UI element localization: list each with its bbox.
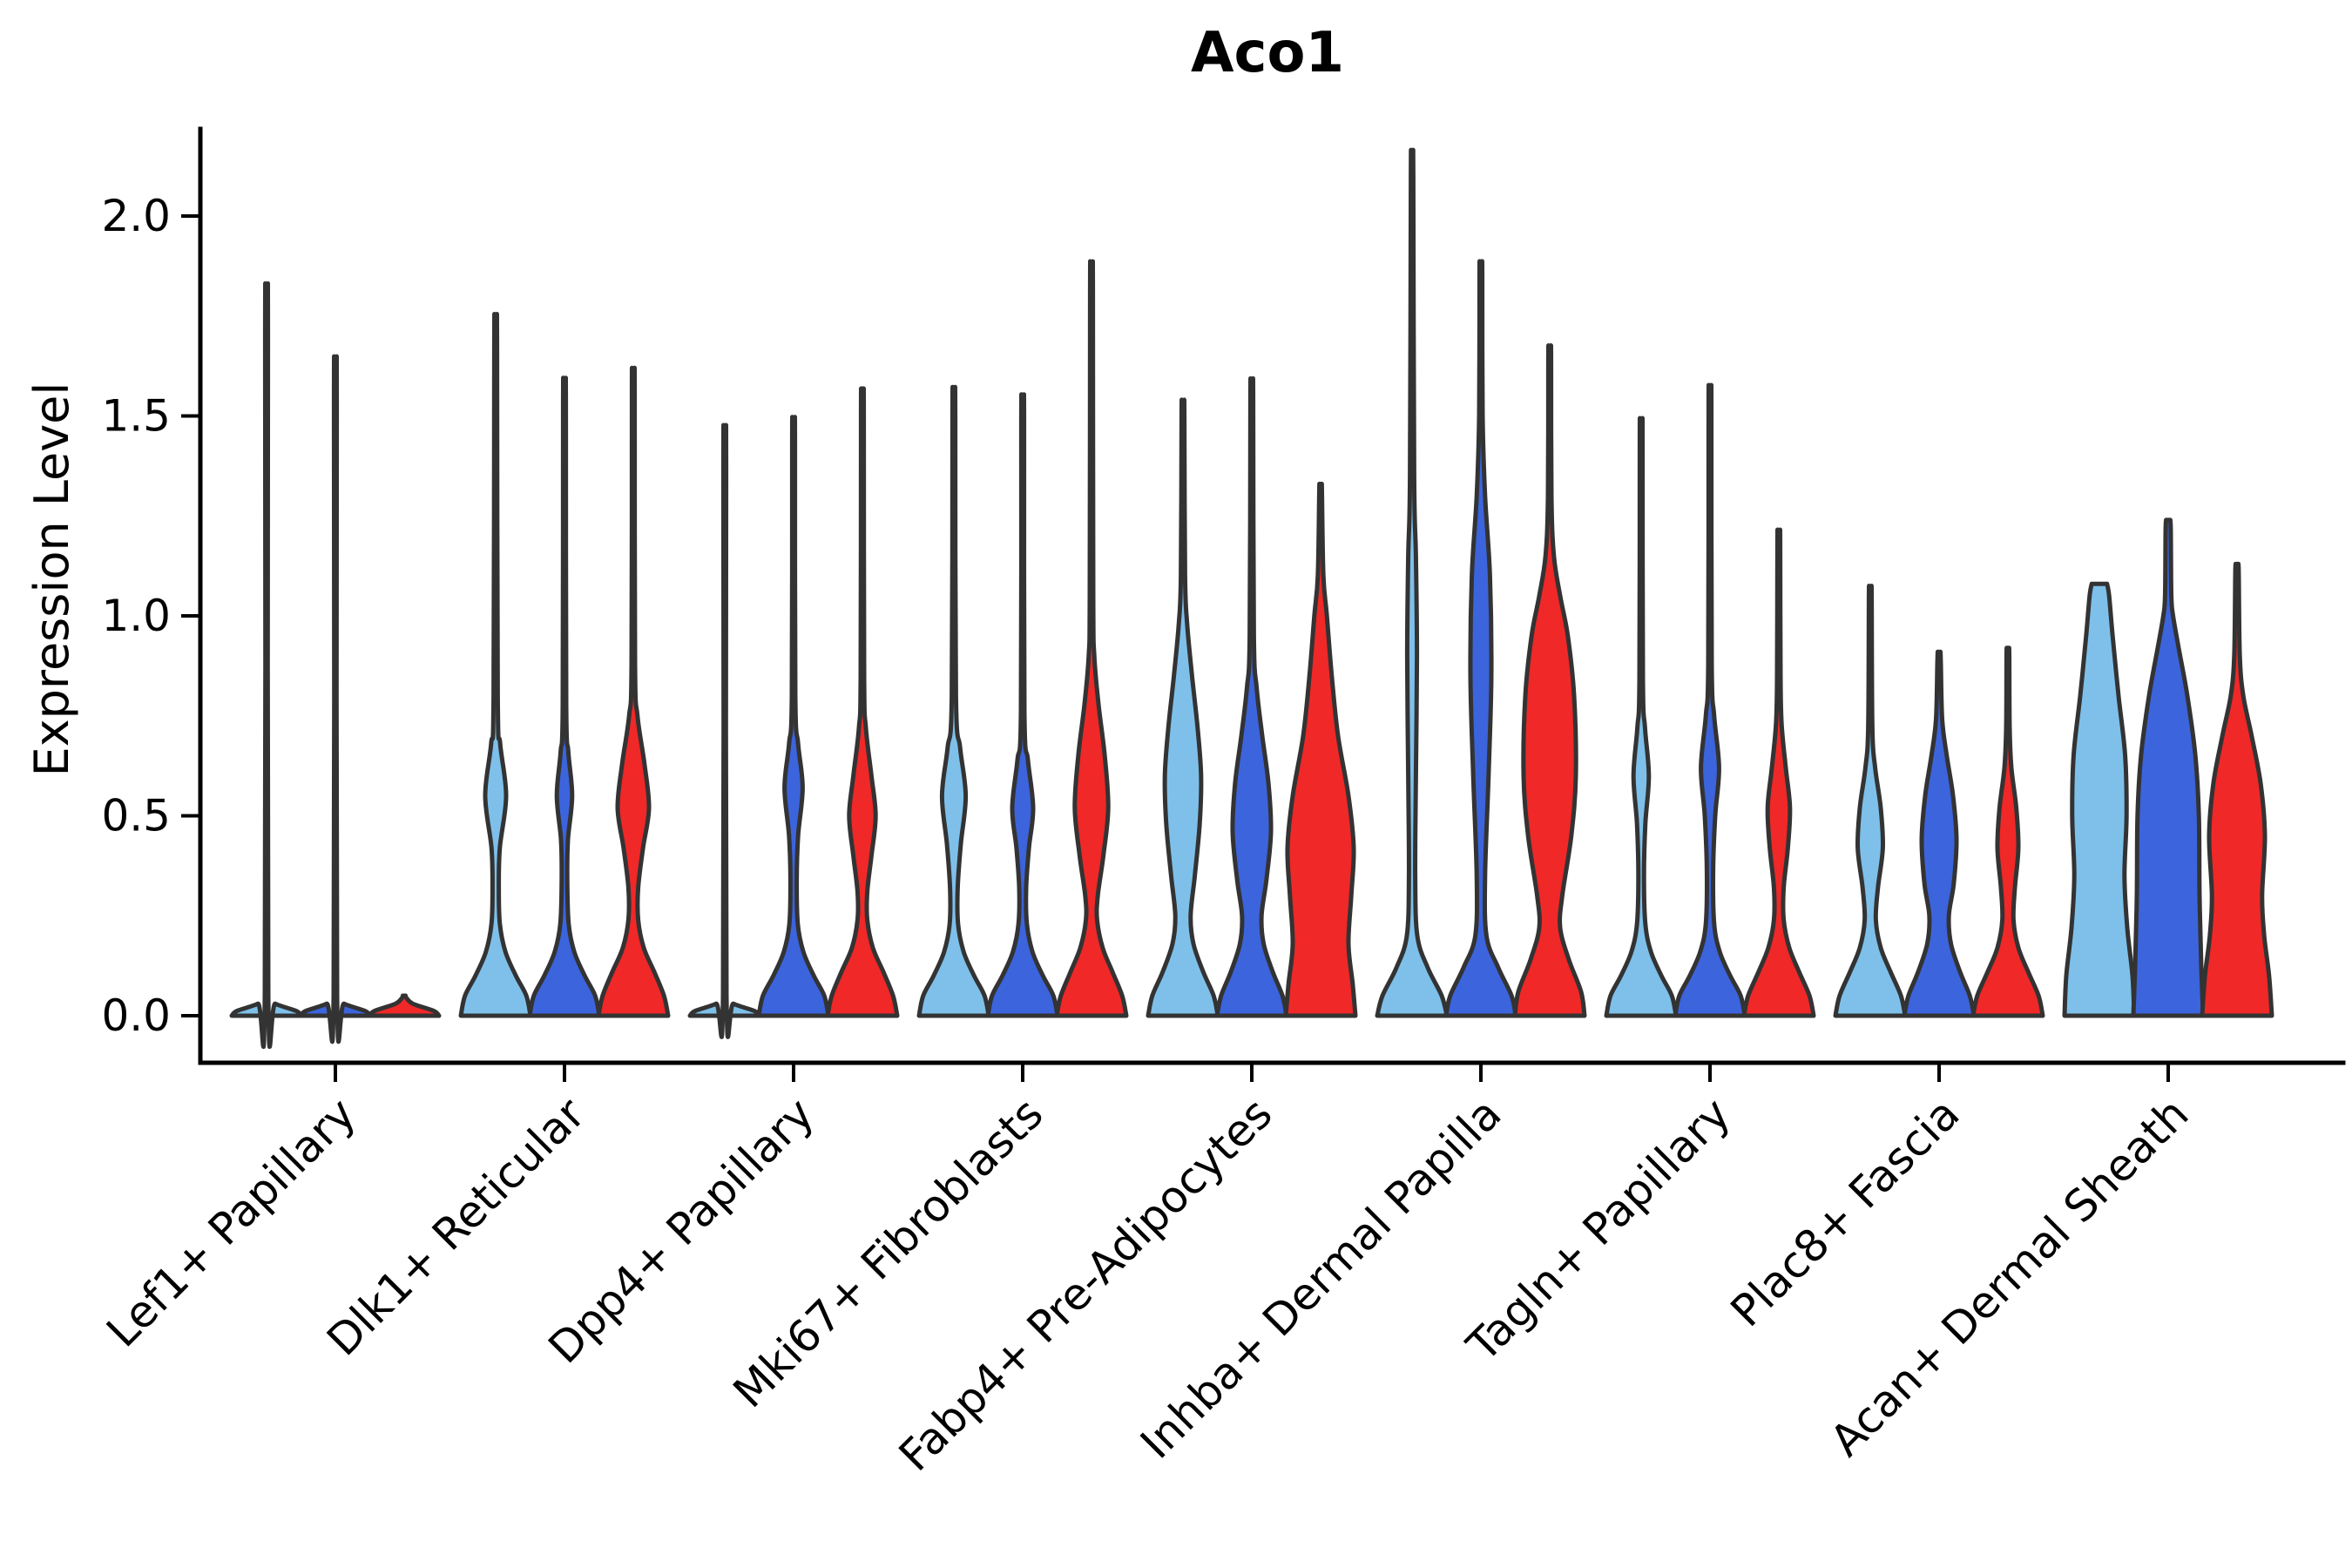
y-tick-label: 2.0 (101, 191, 171, 241)
violin-lef1-papillary-royalblue (298, 354, 373, 1044)
violin-dlk1-reticular-skyblue (458, 312, 533, 1018)
violin-inhba-dermal-papilla-skyblue (1375, 147, 1450, 1018)
violin-acan-dermal-sheath-royalblue (2131, 517, 2206, 1018)
violin-tagln-papillary-red (1741, 527, 1816, 1018)
y-tick-label: 0.5 (101, 791, 171, 841)
violin-fabp4-pre-adipocytes-red (1283, 482, 1358, 1018)
violin-mki67-fibroblasts-red (1054, 259, 1129, 1018)
violin-acan-dermal-sheath-skyblue (2062, 581, 2137, 1018)
y-tick-label: 0.0 (101, 990, 171, 1041)
violin-fabp4-pre-adipocytes-skyblue (1146, 397, 1220, 1018)
y-tick-label: 1.5 (101, 391, 171, 442)
violin-fabp4-pre-adipocytes-royalblue (1214, 375, 1289, 1018)
violin-plac8-fascia-red (1970, 645, 2045, 1018)
violin-dlk1-reticular-royalblue (527, 375, 602, 1018)
violin-tagln-papillary-skyblue (1604, 416, 1679, 1018)
x-tick-label: Plac8+ Fascia (1721, 1088, 1970, 1336)
violin-tagln-papillary-royalblue (1673, 382, 1747, 1018)
violin-dlk1-reticular-red (596, 365, 671, 1018)
x-tick-label: Lef1+ Papillary (97, 1088, 365, 1356)
violin-mki67-fibroblasts-skyblue (916, 384, 991, 1018)
violin-plac8-fascia-skyblue (1833, 584, 1908, 1018)
violin-lef1-papillary-skyblue (229, 280, 304, 1049)
y-tick-label: 1.0 (101, 591, 171, 641)
violin-acan-dermal-sheath-red (2200, 561, 2274, 1018)
violin-mki67-fibroblasts-royalblue (985, 392, 1060, 1018)
violin-plac8-fascia-royalblue (1902, 649, 1977, 1018)
violin-inhba-dermal-papilla-red (1512, 343, 1587, 1018)
x-tick-label: Fabp4+ Pre-Adipocytes (889, 1088, 1282, 1481)
violin-lef1-papillary-red (367, 993, 442, 1018)
violin-dpp4-papillary-red (825, 386, 900, 1018)
violin-dpp4-papillary-skyblue (687, 422, 762, 1039)
y-axis-label: Expression Level (24, 382, 79, 777)
violin-dpp4-papillary-royalblue (756, 415, 831, 1018)
violin-inhba-dermal-papilla-royalblue (1443, 259, 1518, 1018)
chart-title: Aco1 (1191, 21, 1344, 85)
